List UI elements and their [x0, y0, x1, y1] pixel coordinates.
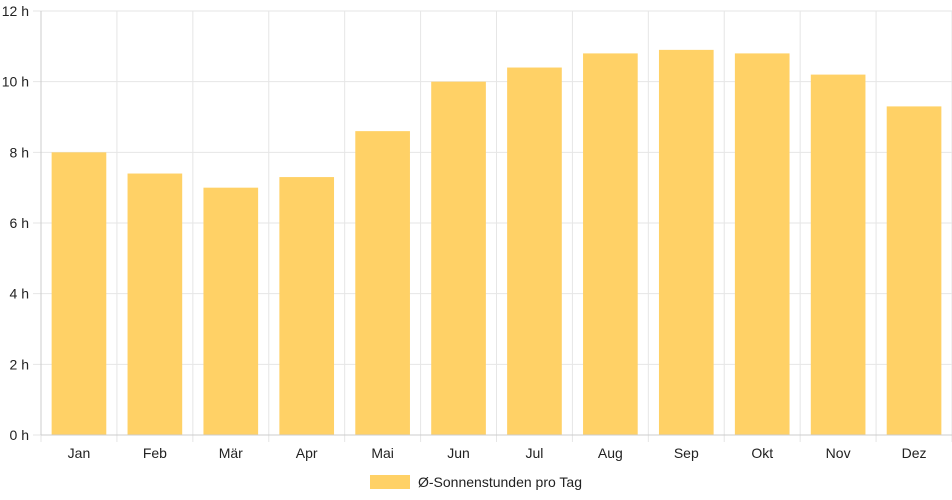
x-tick-label: Aug: [598, 445, 623, 461]
bar[interactable]: [279, 177, 335, 436]
legend-label[interactable]: Ø-Sonnenstunden pro Tag: [418, 474, 582, 490]
y-tick-label: 0 h: [10, 427, 29, 443]
bar[interactable]: [810, 74, 866, 435]
x-tick-label: Jan: [68, 445, 91, 461]
x-tick-label: Mär: [219, 445, 243, 461]
x-tick-label: Feb: [143, 445, 167, 461]
bar[interactable]: [127, 173, 183, 436]
x-tick-label: Okt: [751, 445, 773, 461]
bar[interactable]: [355, 131, 410, 435]
bar[interactable]: [734, 53, 790, 436]
x-axis-tick-labels: Jan Feb Mär Apr Mai Jun Jul Aug Sep Okt Nov Dez: [68, 445, 927, 461]
bars: [51, 49, 942, 436]
x-tick-label: Apr: [296, 445, 318, 461]
x-tick-label: Dez: [902, 445, 927, 461]
bar[interactable]: [431, 81, 486, 436]
grid-lines: [33, 10, 952, 442]
y-tick-label: 4 h: [10, 286, 29, 302]
bar[interactable]: [203, 187, 259, 435]
legend-swatch[interactable]: [370, 475, 410, 489]
bar[interactable]: [886, 106, 942, 436]
y-tick-label: 2 h: [10, 356, 29, 372]
bar[interactable]: [583, 53, 638, 436]
y-tick-label: 12 h: [2, 3, 29, 19]
y-axis-tick-labels: 0 h 2 h 4 h 6 h 8 h 10 h 12 h: [2, 3, 29, 443]
y-tick-label: 8 h: [10, 144, 29, 160]
axes: [40, 11, 952, 436]
bar[interactable]: [507, 67, 562, 436]
x-tick-label: Nov: [826, 445, 851, 461]
y-tick-label: 10 h: [2, 74, 29, 90]
x-tick-label: Mai: [371, 445, 394, 461]
x-tick-label: Jun: [447, 445, 470, 461]
bar[interactable]: [51, 152, 107, 436]
bar[interactable]: [658, 49, 714, 435]
x-tick-label: Sep: [674, 445, 699, 461]
x-tick-label: Jul: [526, 445, 544, 461]
legend[interactable]: Ø-Sonnenstunden pro Tag: [370, 474, 582, 490]
y-tick-label: 6 h: [10, 215, 29, 231]
